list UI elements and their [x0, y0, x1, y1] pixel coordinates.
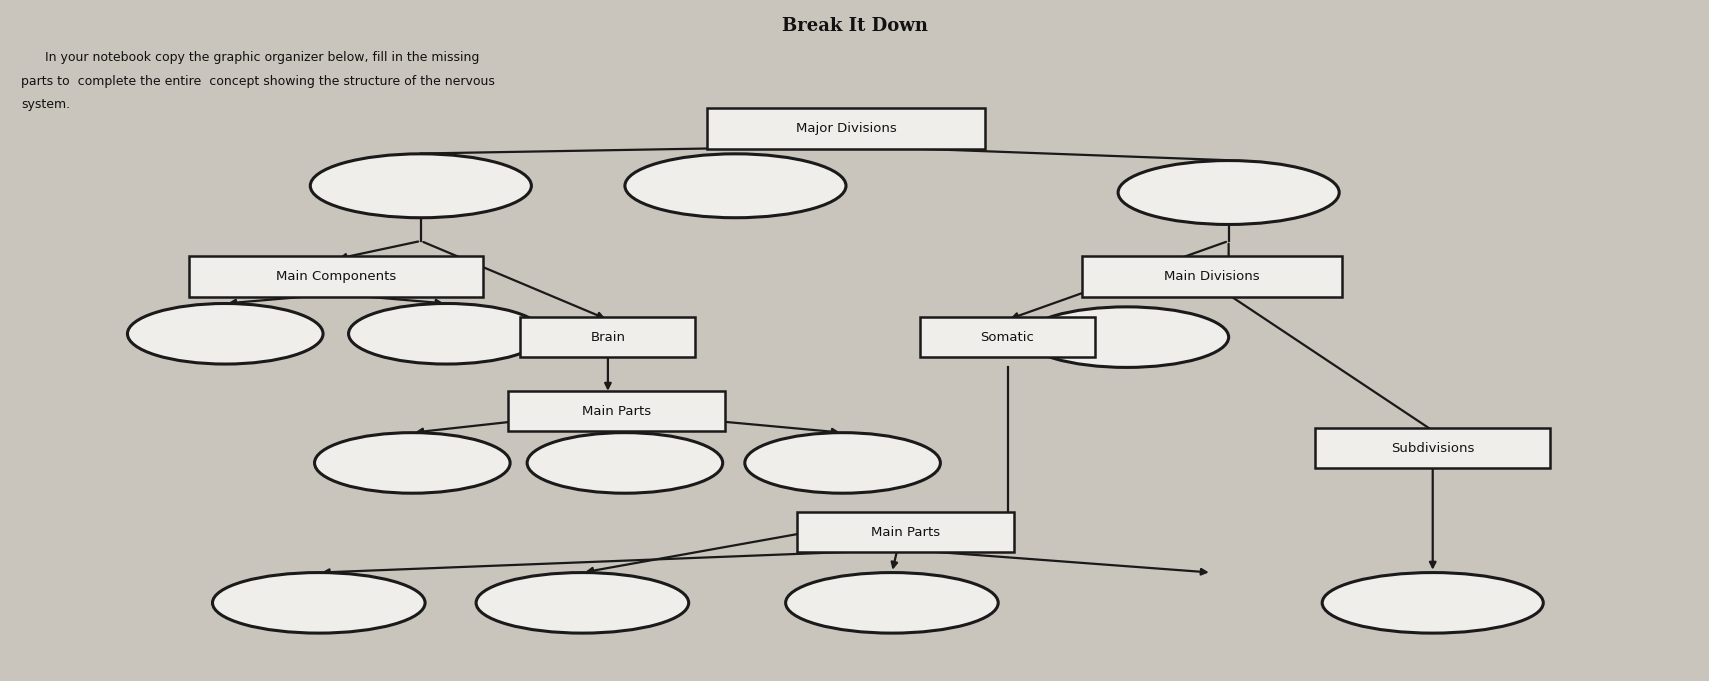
Ellipse shape	[1118, 161, 1340, 225]
FancyBboxPatch shape	[919, 317, 1095, 358]
Ellipse shape	[477, 573, 689, 633]
Text: system.: system.	[21, 98, 70, 111]
Text: In your notebook copy the graphic organizer below, fill in the missing: In your notebook copy the graphic organi…	[21, 51, 480, 64]
Ellipse shape	[314, 432, 509, 493]
Ellipse shape	[1025, 307, 1229, 368]
Ellipse shape	[786, 573, 998, 633]
Text: Somatic: Somatic	[981, 331, 1034, 344]
Text: Break It Down: Break It Down	[781, 17, 928, 35]
Ellipse shape	[212, 573, 426, 633]
FancyBboxPatch shape	[1316, 428, 1550, 469]
Ellipse shape	[1323, 573, 1543, 633]
Text: Brain: Brain	[590, 331, 625, 344]
Text: Main Parts: Main Parts	[581, 405, 651, 417]
Text: Subdivisions: Subdivisions	[1391, 441, 1475, 455]
Ellipse shape	[526, 432, 723, 493]
FancyBboxPatch shape	[796, 512, 1015, 552]
Ellipse shape	[349, 304, 543, 364]
FancyBboxPatch shape	[708, 108, 984, 148]
Text: Main Components: Main Components	[275, 270, 396, 283]
FancyBboxPatch shape	[520, 317, 696, 358]
Ellipse shape	[128, 304, 323, 364]
FancyBboxPatch shape	[1082, 257, 1342, 297]
Ellipse shape	[311, 154, 531, 218]
Text: parts to  complete the entire  concept showing the structure of the nervous: parts to complete the entire concept sho…	[21, 75, 496, 88]
Text: Main Parts: Main Parts	[872, 526, 940, 539]
Ellipse shape	[745, 432, 940, 493]
FancyBboxPatch shape	[188, 257, 484, 297]
Text: Major Divisions: Major Divisions	[796, 122, 897, 135]
FancyBboxPatch shape	[508, 391, 725, 431]
Text: Main Divisions: Main Divisions	[1164, 270, 1260, 283]
Ellipse shape	[625, 154, 846, 218]
